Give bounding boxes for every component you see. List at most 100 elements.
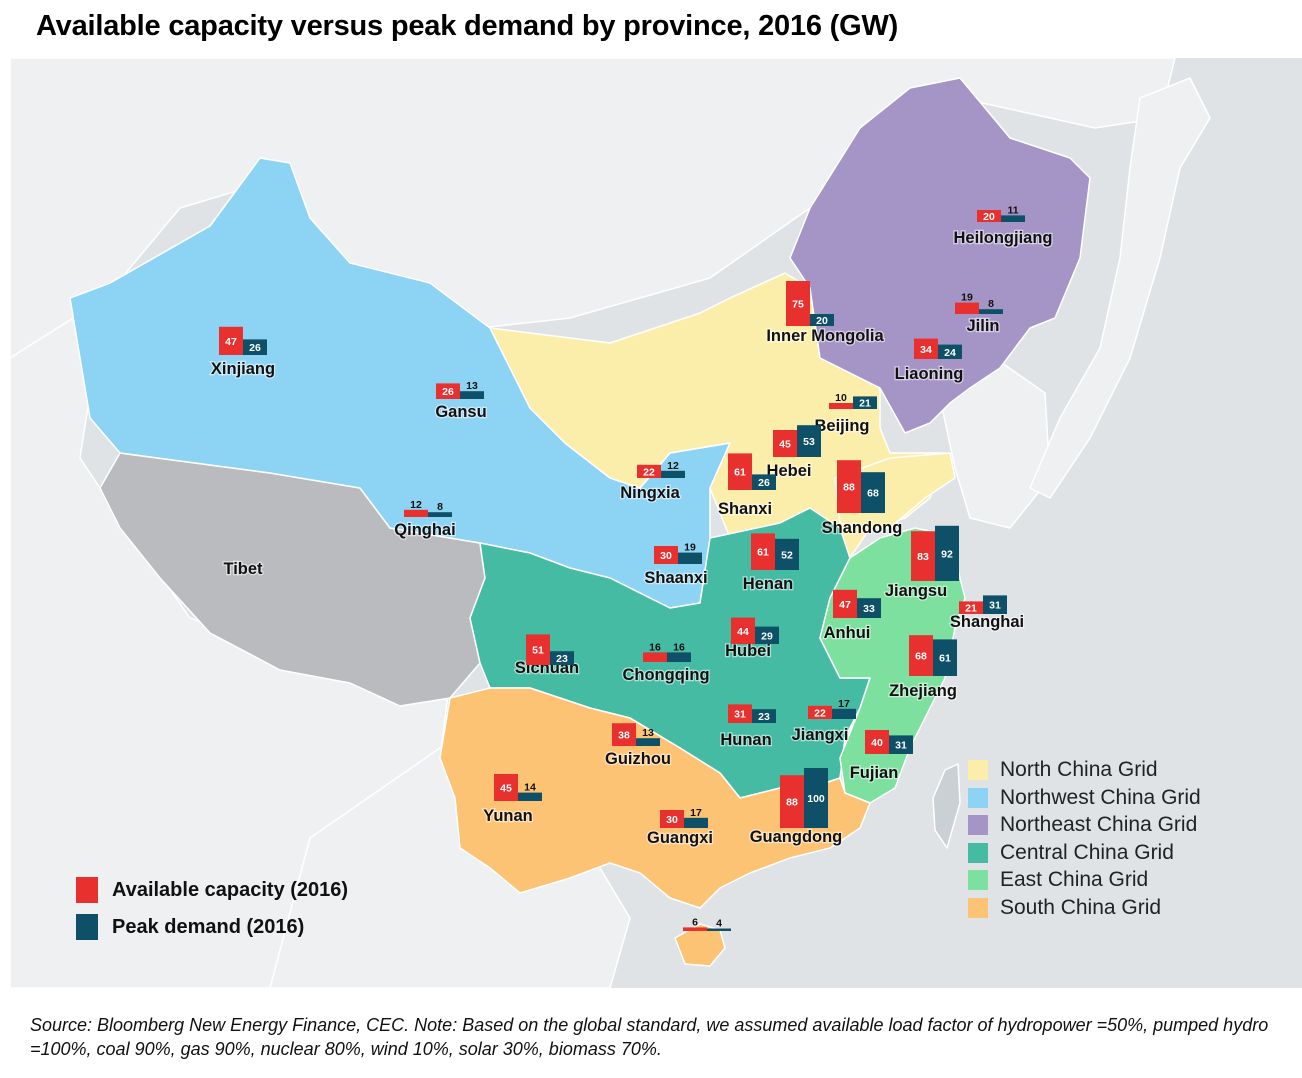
available-value-label: 16	[649, 641, 661, 653]
peak-value-label: 8	[437, 501, 443, 513]
province-label-guangxi: Guangxi	[647, 829, 713, 847]
available-bar	[751, 533, 775, 570]
province-chart-shanghai: 21 31	[959, 595, 1007, 615]
east-grid-swatch	[968, 870, 988, 890]
tibet-label: Tibet	[223, 560, 263, 578]
province-label-zhejiang: Zhejiang	[889, 682, 957, 700]
province-label-jilin: Jilin	[966, 317, 999, 335]
legend-item-east-grid: East China Grid	[968, 867, 1148, 893]
available-value-label: 61	[757, 547, 769, 559]
available-capacity-swatch	[76, 877, 98, 903]
central-grid-swatch	[968, 842, 988, 863]
province-chart-anhui: 47 33	[833, 589, 881, 618]
available-value-label: 47	[839, 599, 851, 611]
province-chart-guangdong: 88 100	[780, 768, 828, 828]
province-chart-henan: 61 52	[751, 533, 799, 570]
available-bar	[786, 281, 810, 326]
peak-bar	[1001, 215, 1025, 222]
province-chart-hubei: 44 29	[731, 617, 779, 644]
peak-value-label: 17	[838, 698, 850, 710]
available-value-label: 45	[500, 783, 512, 795]
province-label-beijing: Beijing	[814, 417, 869, 435]
peak-value-label: 4	[716, 918, 722, 930]
south-grid-region	[439, 687, 871, 909]
province-label-henan: Henan	[743, 575, 793, 593]
legend-label: North China Grid	[1000, 758, 1158, 781]
legend-item-south-grid: South China Grid	[968, 895, 1161, 921]
province-label-fujian: Fujian	[850, 764, 899, 782]
available-bar	[612, 723, 636, 746]
peak-bar	[810, 314, 834, 326]
available-value-label: 51	[532, 645, 544, 657]
province-label-shandong: Shandong	[822, 519, 903, 537]
legend-item-northeast-grid: Northeast China Grid	[968, 812, 1197, 838]
map-canvas: Tibet Heilongjiang Jilin Liaoning Inner Mong…	[10, 58, 1211, 988]
peak-value-label: 17	[690, 807, 702, 819]
available-bar	[909, 635, 933, 676]
available-value-label: 21	[965, 603, 977, 615]
available-bar	[728, 453, 752, 490]
province-label-shanxi: Shanxi	[718, 500, 772, 518]
peak-value-label: 24	[944, 347, 956, 359]
peak-bar	[889, 735, 913, 754]
available-value-label: 38	[618, 730, 630, 742]
hainan-island	[674, 923, 726, 967]
province-label-yunan: Yunan	[483, 807, 533, 825]
peak-value-label: 29	[761, 630, 773, 642]
peak-bar	[518, 792, 542, 801]
available-bar	[219, 326, 243, 355]
peak-bar	[983, 595, 1007, 614]
japan-islands	[1029, 77, 1211, 499]
available-value-label: 44	[737, 626, 749, 638]
province-label-inner-mongolia: Inner Mongolia	[766, 327, 884, 345]
peak-bar	[684, 817, 708, 828]
province-label-jiangxi: Jiangxi	[792, 726, 849, 744]
available-value-label: 22	[643, 466, 655, 478]
peak-value-label: 11	[1007, 204, 1018, 216]
available-bar	[955, 302, 979, 314]
province-label-jiangsu: Jiangsu	[885, 582, 947, 600]
available-value-label: 45	[779, 439, 791, 451]
province-label-hubei: Hubei	[725, 642, 771, 660]
province-chart-zhejiang: 68 61	[909, 635, 957, 676]
available-value-label: 88	[786, 797, 798, 809]
peak-bar	[857, 598, 881, 618]
legend-label: South China Grid	[1000, 895, 1162, 919]
province-chart-inner-mongolia: 75 20	[786, 281, 834, 327]
available-bar	[654, 546, 678, 564]
land-layer	[10, 58, 1211, 988]
province-chart-guangxi: 30 17	[660, 807, 708, 828]
available-value-label: 20	[983, 211, 995, 223]
available-value-label: 31	[734, 709, 746, 721]
peak-value-label: 100	[807, 793, 825, 805]
peak-bar	[460, 391, 484, 399]
province-label-hebei: Hebei	[767, 462, 812, 480]
peak-bar	[832, 708, 856, 719]
peak-bar	[550, 651, 574, 665]
province-chart-hebei: 45 53	[773, 425, 821, 457]
available-bar	[977, 210, 1001, 222]
province-label-heilongjiang: Heilongjiang	[954, 229, 1053, 247]
peak-value-label: 13	[466, 380, 478, 392]
peak-value-label: 61	[939, 653, 951, 665]
available-value-label: 34	[920, 344, 932, 356]
peak-value-label: 12	[667, 460, 679, 472]
peak-demand-swatch	[76, 914, 98, 940]
available-value-label: 40	[871, 737, 883, 749]
peak-bar	[938, 344, 962, 359]
province-chart-fujian: 40 31	[865, 730, 913, 754]
legend-label: Peak demand (2016)	[112, 915, 305, 938]
available-bar	[780, 775, 804, 828]
peak-value-label: 8	[988, 298, 994, 310]
china-grid-map: Tibet Heilongjiang Jilin Liaoning Inner Mong…	[10, 58, 1302, 988]
available-value-label: 6	[692, 916, 698, 928]
grid-legend: North China Grid Northwest China Grid No…	[968, 757, 1268, 927]
available-bar	[643, 652, 667, 662]
province-chart-gansu: 26 13	[436, 380, 484, 399]
available-bar	[914, 338, 938, 359]
peak-bar	[797, 425, 821, 457]
available-value-label: 61	[734, 467, 746, 479]
peak-bar	[979, 309, 1003, 314]
province-chart-beijing: 10 21	[829, 392, 877, 410]
